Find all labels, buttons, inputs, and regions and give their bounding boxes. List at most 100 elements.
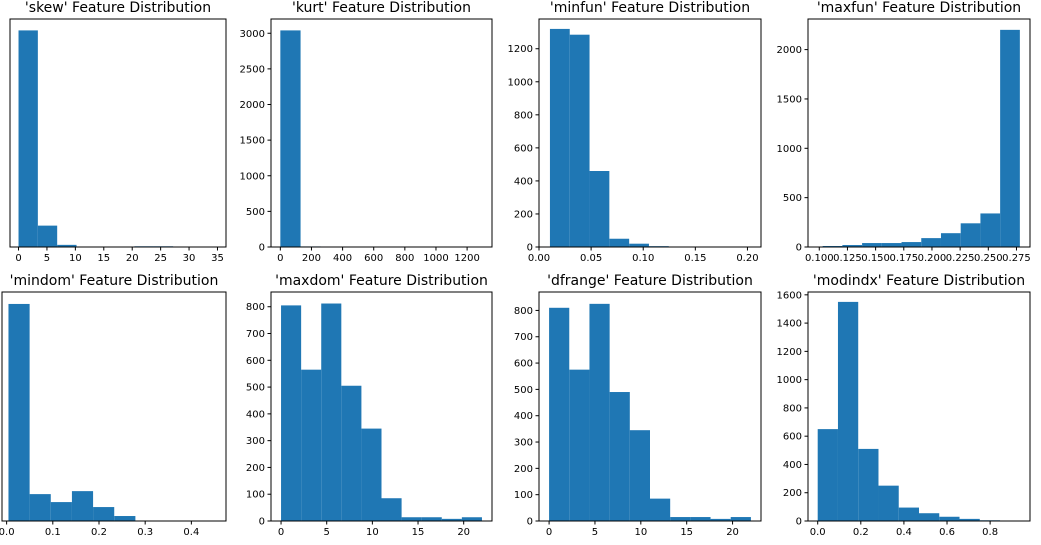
histogram-bar [919, 513, 940, 521]
y-axis: 0 500 1000 1500 2000 2500 3000 [240, 29, 271, 254]
x-tick-label: 30 [183, 253, 196, 264]
y-tick-label: 600 [514, 359, 533, 370]
x-tick-label: 0.225 [946, 253, 975, 264]
y-tick-label: 1400 [777, 319, 802, 330]
y-tick-label: 500 [783, 193, 802, 204]
y-tick-label: 300 [514, 438, 533, 449]
histogram-bar [898, 507, 919, 521]
histogram-bar [837, 301, 859, 521]
histogram-bar [817, 429, 838, 521]
histogram-bar [629, 430, 650, 521]
histogram-panel-kurt: 'kurt' Feature Distribution 0 200 400 600 800… [240, 0, 493, 264]
y-tick-label: 800 [514, 110, 533, 121]
x-tick-label: 0.275 [1002, 253, 1031, 264]
histogram-bar [650, 498, 671, 521]
y-tick-label: 800 [783, 403, 802, 414]
histogram-bar [609, 238, 630, 247]
y-tick-label: 100 [514, 490, 533, 501]
axes-frame [1, 291, 227, 522]
y-tick-label: 400 [514, 176, 533, 187]
y-tick-label: 1000 [777, 144, 802, 155]
histogram-bar [960, 223, 981, 247]
chart-title: 'mindom' Feature Distribution [10, 273, 219, 289]
histogram-bar [29, 494, 51, 521]
y-axis: 0 200 400 600 800 1000 1200 1400 1600 [777, 290, 808, 528]
bar-group [280, 30, 483, 248]
y-tick-label: 3000 [240, 29, 265, 40]
histogram-bar [421, 517, 442, 521]
histogram-bar [93, 507, 115, 521]
y-tick-label: 400 [246, 409, 265, 420]
y-tick-label: 400 [783, 460, 802, 471]
bar-group [18, 30, 212, 248]
chart-title: 'dfrange' Feature Distribution [547, 273, 753, 289]
histogram-bar [878, 485, 899, 521]
y-tick-label: 1000 [777, 375, 802, 386]
x-tick-label: 600 [364, 253, 383, 264]
bar-group [822, 29, 1020, 247]
histogram-bar [921, 238, 941, 247]
histogram-bar [959, 518, 980, 521]
histogram-bar [549, 307, 570, 521]
bar-group [549, 303, 751, 521]
chart-title: 'maxfun' Feature Distribution [817, 0, 1021, 16]
bar-group [281, 303, 482, 521]
x-tick-label: 0.0 [0, 527, 15, 538]
x-tick-label: 25 [154, 253, 167, 264]
y-axis: 0 500 1000 1500 2000 [777, 45, 808, 254]
chart-title: 'maxdom' Feature Distribution [275, 273, 488, 289]
x-tick-label: 0.1 [45, 527, 61, 538]
x-tick-label: 0.8 [982, 527, 998, 538]
x-tick-label: 0.0 [810, 527, 826, 538]
y-axis: 0 100 200 300 400 500 600 700 800 [246, 302, 271, 528]
y-tick-label: 0 [259, 517, 265, 528]
x-tick-label: 0.200 [918, 253, 947, 264]
y-tick-label: 100 [246, 490, 265, 501]
histogram-bar [670, 517, 691, 521]
y-tick-label: 800 [246, 302, 265, 313]
histogram-bar [609, 392, 630, 521]
x-tick-label: 0 [278, 527, 284, 538]
histogram-bar [57, 244, 77, 247]
histogram-bar [569, 34, 590, 248]
x-tick-label: 5 [324, 527, 330, 538]
x-tick-label: 5 [592, 527, 598, 538]
x-tick-label: 800 [395, 253, 414, 264]
histogram-bar [37, 225, 58, 247]
x-tick-label: 0.250 [974, 253, 1003, 264]
y-tick-label: 700 [246, 329, 265, 340]
x-tick-label: 20 [457, 527, 470, 538]
chart-title: 'skew' Feature Distribution [25, 0, 211, 16]
x-tick-label: 0.3 [137, 527, 153, 538]
y-tick-label: 200 [246, 463, 265, 474]
y-tick-label: 0 [796, 517, 802, 528]
axes-frame [270, 18, 493, 248]
y-tick-label: 0 [527, 517, 533, 528]
x-axis: 0.0 0.1 0.2 0.3 0.4 [0, 521, 199, 538]
x-tick-label: 10 [69, 253, 82, 264]
histogram-bar [842, 245, 863, 247]
histogram-bar [321, 303, 342, 521]
histogram-bar [858, 448, 879, 521]
y-tick-label: 600 [246, 356, 265, 367]
y-tick-label: 1200 [777, 347, 802, 358]
x-tick-label: 0.175 [889, 253, 918, 264]
histogram-bar [730, 517, 751, 521]
histogram-bar [1000, 29, 1020, 247]
x-tick-label: 200 [302, 253, 321, 264]
x-tick-label: 0.100 [805, 253, 834, 264]
axes-frame [807, 291, 1031, 522]
y-tick-label: 400 [514, 411, 533, 422]
y-tick-label: 0 [796, 243, 802, 254]
histogram-bar [461, 517, 482, 521]
histogram-bar [8, 303, 30, 521]
histogram-bar [71, 491, 94, 521]
x-tick-label: 5 [44, 253, 50, 264]
y-tick-label: 1000 [508, 77, 533, 88]
x-tick-label: 0.4 [183, 527, 199, 538]
x-tick-label: 0.150 [861, 253, 890, 264]
y-tick-label: 600 [783, 432, 802, 443]
